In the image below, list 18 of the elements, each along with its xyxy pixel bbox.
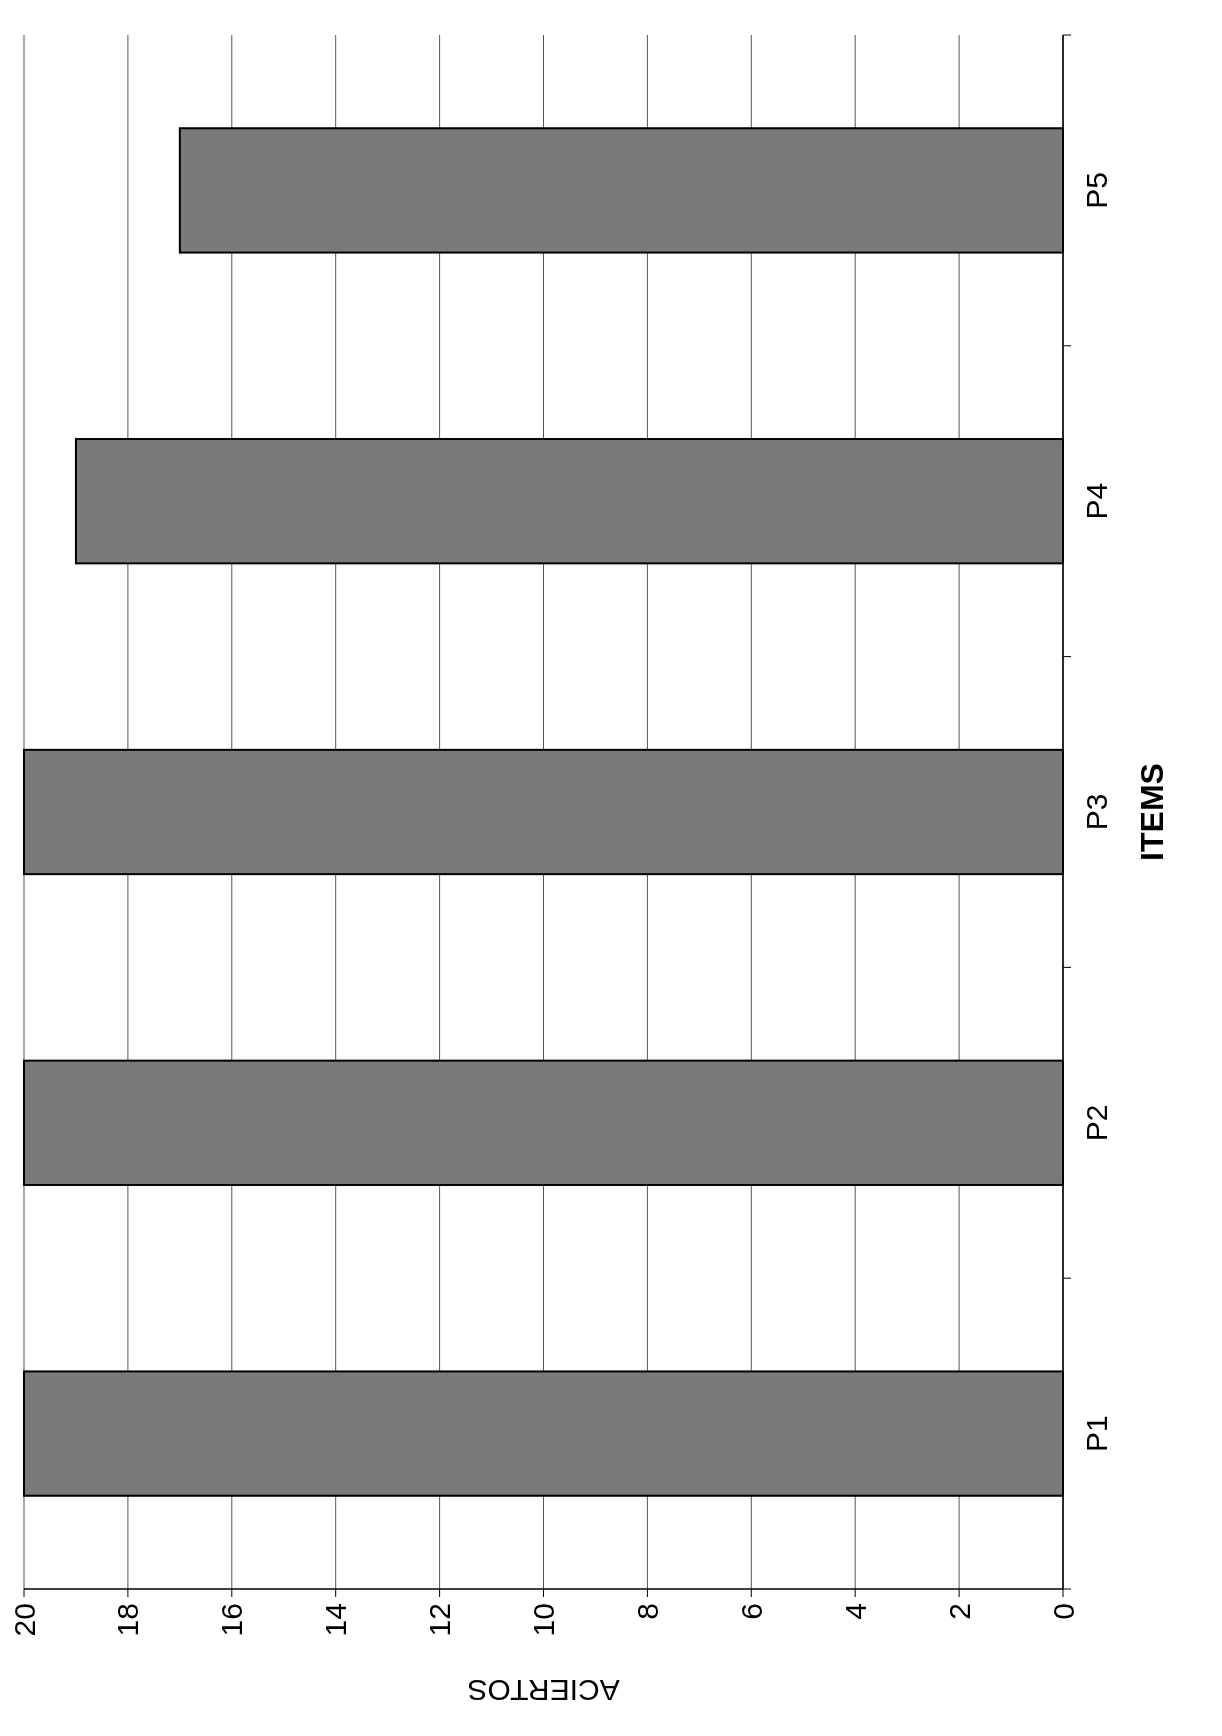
y-tick-label: P1 bbox=[1080, 1415, 1113, 1452]
x-tick-label: 4 bbox=[838, 1603, 872, 1620]
x-axis-title: ACIERTOS bbox=[467, 1673, 620, 1707]
x-tick-label: 0 bbox=[1046, 1603, 1080, 1620]
y-tick-label: P3 bbox=[1080, 793, 1113, 831]
y-tick-label: P4 bbox=[1080, 482, 1113, 520]
x-tick-label: 12 bbox=[423, 1603, 457, 1637]
x-tick-label: 18 bbox=[111, 1603, 145, 1637]
x-tick-label: 20 bbox=[7, 1603, 41, 1637]
x-tick-label: 16 bbox=[215, 1603, 249, 1637]
y-axis-title: ITEMS bbox=[1134, 763, 1170, 861]
x-tick-label: 2 bbox=[942, 1603, 976, 1620]
x-tick-label: 14 bbox=[319, 1603, 353, 1637]
x-tick-label: 10 bbox=[527, 1603, 560, 1637]
y-tick-label: P2 bbox=[1080, 1104, 1113, 1142]
x-tick-label: 8 bbox=[630, 1603, 664, 1620]
y-tick-label: P5 bbox=[1080, 172, 1113, 209]
x-tick-label: 6 bbox=[734, 1603, 768, 1620]
